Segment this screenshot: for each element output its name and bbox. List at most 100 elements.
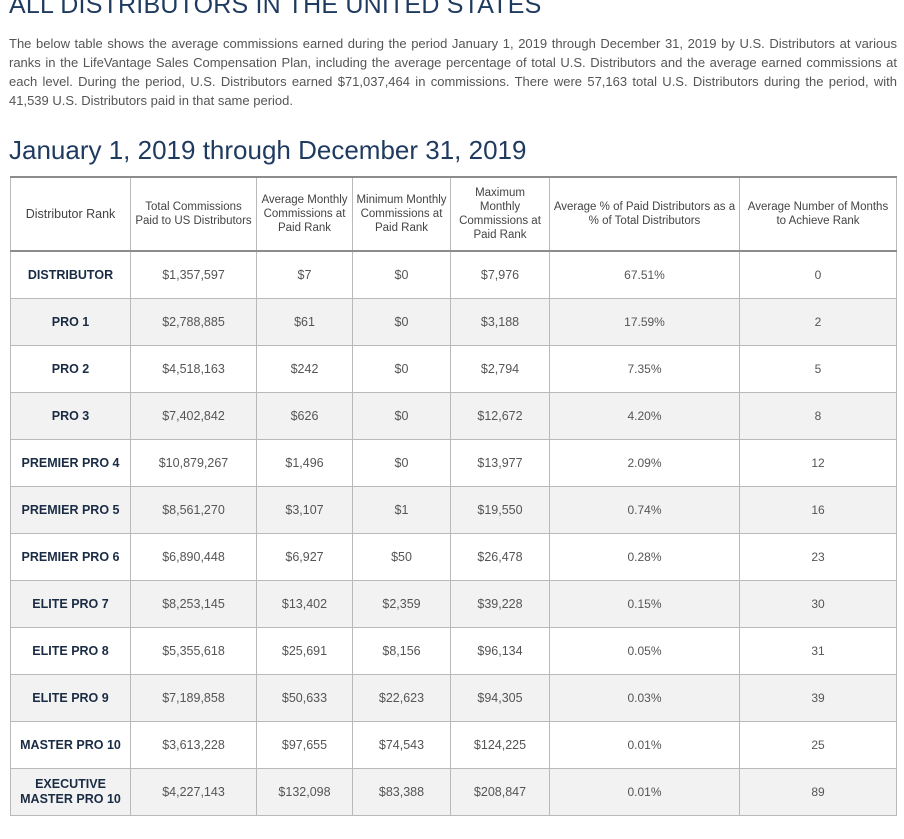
table-row: MASTER PRO 10 $3,613,228 $97,655 $74,543…: [10, 721, 897, 769]
pct-cell: 0.74%: [549, 486, 740, 534]
months-cell: 5: [739, 345, 897, 393]
avg-cell: $50,633: [256, 674, 353, 722]
max-cell: $124,225: [450, 721, 550, 769]
pct-cell: 0.03%: [549, 674, 740, 722]
rank-cell: ELITE PRO 7: [10, 580, 131, 628]
months-cell: 0: [739, 250, 897, 299]
total-cell: $5,355,618: [130, 627, 257, 675]
table-row: PRO 3 $7,402,842 $626 $0 $12,672 4.20% 8: [10, 392, 897, 440]
rank-cell: PRO 1: [10, 298, 131, 346]
pct-cell: 17.59%: [549, 298, 740, 346]
table-header: Distributor Rank Total Commissions Paid …: [10, 176, 897, 252]
min-cell: $0: [352, 345, 451, 393]
avg-cell: $626: [256, 392, 353, 440]
pct-cell: 2.09%: [549, 439, 740, 487]
min-cell: $22,623: [352, 674, 451, 722]
rank-cell: ELITE PRO 9: [10, 674, 131, 722]
table-row: ELITE PRO 7 $8,253,145 $13,402 $2,359 $3…: [10, 580, 897, 628]
total-cell: $7,402,842: [130, 392, 257, 440]
min-cell: $0: [352, 250, 451, 299]
avg-cell: $6,927: [256, 533, 353, 581]
max-cell: $19,550: [450, 486, 550, 534]
avg-cell: $61: [256, 298, 353, 346]
rank-cell: ELITE PRO 8: [10, 627, 131, 675]
table-row: PRO 2 $4,518,163 $242 $0 $2,794 7.35% 5: [10, 345, 897, 393]
months-cell: 30: [739, 580, 897, 628]
min-cell: $1: [352, 486, 451, 534]
max-cell: $26,478: [450, 533, 550, 581]
rank-cell: PREMIER PRO 5: [10, 486, 131, 534]
max-cell: $39,228: [450, 580, 550, 628]
min-cell: $83,388: [352, 768, 451, 816]
pct-cell: 0.01%: [549, 768, 740, 816]
table-row: PRO 1 $2,788,885 $61 $0 $3,188 17.59% 2: [10, 298, 897, 346]
total-cell: $7,189,858: [130, 674, 257, 722]
intro-paragraph: The below table shows the average commis…: [9, 36, 897, 108]
commissions-table: Distributor Rank Total Commissions Paid …: [10, 176, 897, 816]
min-cell: $0: [352, 439, 451, 487]
rank-cell: PRO 2: [10, 345, 131, 393]
header-minimum-monthly: Minimum Monthly Commissions at Paid Rank: [352, 176, 451, 252]
total-cell: $8,561,270: [130, 486, 257, 534]
months-cell: 23: [739, 533, 897, 581]
period-heading: January 1, 2019 through December 31, 201…: [9, 135, 527, 165]
header-average-percent: Average % of Paid Distributors as a % of…: [549, 176, 740, 252]
rank-cell: MASTER PRO 10: [10, 721, 131, 769]
rank-cell: PREMIER PRO 4: [10, 439, 131, 487]
pct-cell: 0.01%: [549, 721, 740, 769]
min-cell: $74,543: [352, 721, 451, 769]
total-cell: $1,357,597: [130, 250, 257, 299]
months-cell: 16: [739, 486, 897, 534]
table-row: ELITE PRO 9 $7,189,858 $50,633 $22,623 $…: [10, 674, 897, 722]
table-row: ELITE PRO 8 $5,355,618 $25,691 $8,156 $9…: [10, 627, 897, 675]
avg-cell: $25,691: [256, 627, 353, 675]
months-cell: 2: [739, 298, 897, 346]
table-row: DISTRIBUTOR $1,357,597 $7 $0 $7,976 67.5…: [10, 250, 897, 299]
rank-cell: EXECUTIVE MASTER PRO 10: [10, 768, 131, 816]
months-cell: 89: [739, 768, 897, 816]
max-cell: $13,977: [450, 439, 550, 487]
months-cell: 8: [739, 392, 897, 440]
min-cell: $50: [352, 533, 451, 581]
header-average-monthly: Average Monthly Commissions at Paid Rank: [256, 176, 353, 252]
pct-cell: 7.35%: [549, 345, 740, 393]
table-row: EXECUTIVE MASTER PRO 10 $4,227,143 $132,…: [10, 768, 897, 816]
avg-cell: $7: [256, 250, 353, 299]
months-cell: 25: [739, 721, 897, 769]
max-cell: $3,188: [450, 298, 550, 346]
min-cell: $8,156: [352, 627, 451, 675]
avg-cell: $132,098: [256, 768, 353, 816]
rank-cell: PREMIER PRO 6: [10, 533, 131, 581]
pct-cell: 0.15%: [549, 580, 740, 628]
avg-cell: $1,496: [256, 439, 353, 487]
total-cell: $2,788,885: [130, 298, 257, 346]
pct-cell: 0.28%: [549, 533, 740, 581]
min-cell: $2,359: [352, 580, 451, 628]
max-cell: $2,794: [450, 345, 550, 393]
avg-cell: $242: [256, 345, 353, 393]
table-row: PREMIER PRO 4 $10,879,267 $1,496 $0 $13,…: [10, 439, 897, 487]
table-row: PREMIER PRO 6 $6,890,448 $6,927 $50 $26,…: [10, 533, 897, 581]
max-cell: $94,305: [450, 674, 550, 722]
total-cell: $4,518,163: [130, 345, 257, 393]
header-maximum-monthly: Maximum Monthly Commissions at Paid Rank: [450, 176, 550, 252]
header-rank: Distributor Rank: [10, 176, 131, 252]
min-cell: $0: [352, 298, 451, 346]
months-cell: 39: [739, 674, 897, 722]
table-body: DISTRIBUTOR $1,357,597 $7 $0 $7,976 67.5…: [10, 250, 897, 816]
total-cell: $4,227,143: [130, 768, 257, 816]
total-cell: $3,613,228: [130, 721, 257, 769]
max-cell: $7,976: [450, 250, 550, 299]
pct-cell: 67.51%: [549, 250, 740, 299]
max-cell: $12,672: [450, 392, 550, 440]
months-cell: 12: [739, 439, 897, 487]
total-cell: $6,890,448: [130, 533, 257, 581]
avg-cell: $97,655: [256, 721, 353, 769]
header-average-months: Average Number of Months to Achieve Rank: [739, 176, 897, 252]
avg-cell: $13,402: [256, 580, 353, 628]
avg-cell: $3,107: [256, 486, 353, 534]
pct-cell: 0.05%: [549, 627, 740, 675]
total-cell: $10,879,267: [130, 439, 257, 487]
max-cell: $96,134: [450, 627, 550, 675]
rank-cell: DISTRIBUTOR: [10, 250, 131, 299]
